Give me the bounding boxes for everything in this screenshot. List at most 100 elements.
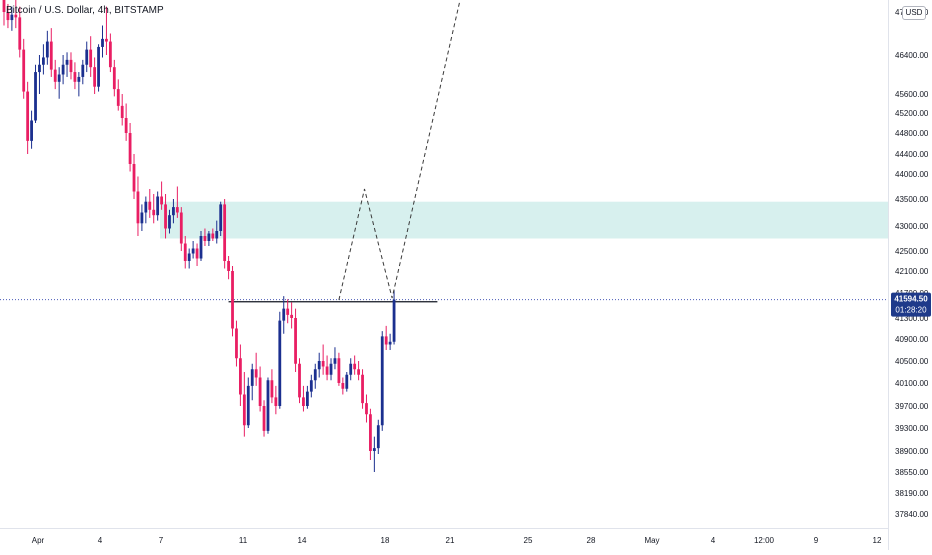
candle-body <box>152 209 156 216</box>
candle-body <box>18 17 22 50</box>
price-tick-label: 42500.00 <box>895 247 929 256</box>
candle-body <box>26 91 30 141</box>
time-tick-label: 4 <box>98 536 103 545</box>
candle-body <box>57 74 61 82</box>
candle-body <box>246 385 250 426</box>
candle-body <box>30 120 33 141</box>
candle-body <box>353 363 357 370</box>
candle-body <box>345 374 349 389</box>
candle-body <box>73 72 77 82</box>
price-tick-label: 41300.00 <box>895 314 929 323</box>
candle-body <box>369 414 372 451</box>
candle-body <box>325 366 329 375</box>
candle-body <box>160 196 163 205</box>
candle-body <box>140 212 144 224</box>
price-tick-label: 39300.00 <box>895 424 929 433</box>
candle-body <box>309 380 313 392</box>
candle-body <box>223 204 227 261</box>
candle-body <box>349 363 353 375</box>
candle-body <box>22 49 26 92</box>
candle-body <box>372 448 376 451</box>
time-tick-label: 11 <box>239 536 248 545</box>
candle-body <box>108 41 112 68</box>
candle-body <box>61 64 65 75</box>
candle-body <box>187 253 191 261</box>
candle-body <box>93 67 97 87</box>
candle-body <box>10 14 14 21</box>
candle-body <box>183 243 187 261</box>
time-tick-label: May <box>644 536 659 545</box>
candle-body <box>242 394 246 426</box>
candle-body <box>203 236 207 241</box>
candle-body <box>124 118 128 133</box>
price-tick-label: 38190.00 <box>895 489 929 498</box>
candle-body <box>305 391 309 406</box>
candle-body <box>313 369 317 381</box>
price-tick-label: 43000.00 <box>895 222 929 231</box>
price-tick-label: 46400.00 <box>895 51 929 60</box>
candle-body <box>172 207 175 216</box>
candle-body <box>219 204 223 231</box>
candle-body <box>65 59 69 65</box>
price-tick-label: 39700.00 <box>895 402 929 411</box>
price-tick-label: 40500.00 <box>895 357 929 366</box>
candle-body <box>341 383 345 389</box>
price-tick-label: 43500.00 <box>895 195 929 204</box>
time-tick-label: 25 <box>524 536 533 545</box>
candle-body <box>376 425 380 449</box>
candle-body <box>132 164 136 192</box>
currency-badge[interactable]: USD <box>902 6 926 20</box>
candle-body <box>317 361 321 370</box>
candle-body <box>49 41 53 70</box>
candle-body <box>278 320 282 406</box>
candle-body <box>45 41 49 58</box>
time-tick-label: 12:00 <box>754 536 775 545</box>
price-tick-label: 44000.00 <box>895 170 929 179</box>
candle-body <box>199 236 203 259</box>
candle-body <box>361 374 364 404</box>
candle-body <box>42 57 45 65</box>
projection-path <box>338 0 461 301</box>
time-tick-label: 12 <box>873 536 882 545</box>
price-tick-label: 45200.00 <box>895 109 929 118</box>
last-price-badge <box>891 292 931 317</box>
price-tick-label: 38550.00 <box>895 468 929 477</box>
candle-body <box>207 233 211 241</box>
price-axis-border <box>888 0 889 550</box>
candle-body <box>231 271 234 329</box>
candle-body <box>333 358 337 364</box>
price-tick-label: 37840.00 <box>895 510 929 519</box>
candle-body <box>53 69 57 82</box>
candle-body <box>101 38 104 47</box>
candle-body <box>235 328 238 359</box>
candle-body <box>148 201 152 210</box>
candle-body <box>164 204 167 229</box>
candle-body <box>384 336 388 345</box>
candle-body <box>392 299 396 342</box>
candle-body <box>97 46 100 87</box>
candle-body <box>254 369 258 378</box>
candle-body <box>179 212 183 244</box>
chart-title: Bitcoin / U.S. Dollar, 4h, BITSTAMP <box>6 5 164 16</box>
candle-body <box>380 336 384 426</box>
candle-body <box>302 397 305 406</box>
last-price-label: 41594.50 <box>894 295 928 304</box>
candle-body <box>116 89 120 106</box>
candle-body <box>69 59 73 73</box>
candle-body <box>274 397 278 406</box>
candle-body <box>282 308 286 321</box>
time-tick-label: 14 <box>298 536 307 545</box>
candle-body <box>112 67 116 90</box>
candle-body <box>262 406 266 431</box>
candle-body <box>195 248 199 259</box>
candle-body <box>321 361 325 367</box>
candle-body <box>357 369 360 375</box>
bar-countdown-label: 01:28:20 <box>895 306 927 315</box>
candle-body <box>215 231 219 239</box>
candle-body <box>329 363 333 375</box>
candle-body <box>38 64 41 73</box>
candle-body <box>144 201 148 213</box>
price-tick-label: 44400.00 <box>895 150 929 159</box>
candle-body <box>337 358 341 383</box>
